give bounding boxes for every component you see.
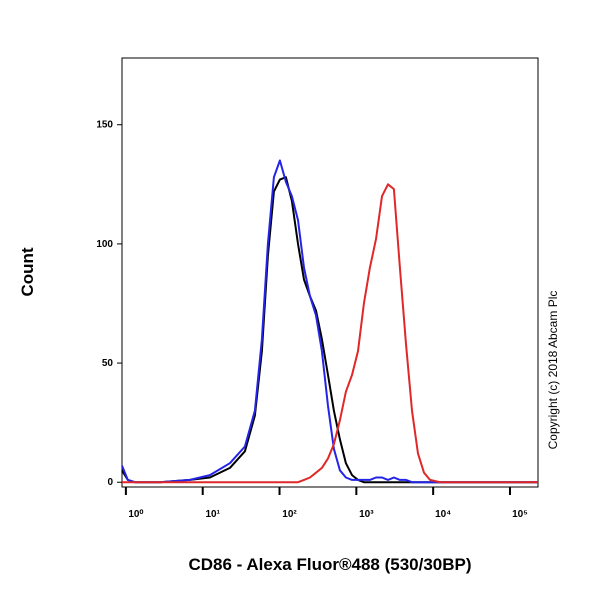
x-tick-label: 10⁴ [435,509,451,520]
y-tick-label: 0 [107,477,113,488]
y-axis-title: Count [18,247,37,296]
x-tick-label: 10⁵ [512,509,528,520]
x-axis-title: CD86 - Alexa Fluor®488 (530/30BP) [188,555,471,574]
histogram-line [121,159,538,484]
y-tick-label: 50 [102,358,114,369]
plot-frame [121,57,539,488]
copyright-note: Copyright (c) 2018 Abcam Plc [546,291,560,450]
y-tick-label: 100 [96,239,113,250]
histogram-line [122,183,538,484]
histogram-line [121,176,538,484]
x-tick-label: 10¹ [205,509,220,520]
x-tick-label: 10² [282,509,297,520]
x-tick-label: 10⁰ [128,509,143,520]
y-tick-label: 150 [96,120,113,131]
x-tick-label: 10³ [359,509,374,520]
